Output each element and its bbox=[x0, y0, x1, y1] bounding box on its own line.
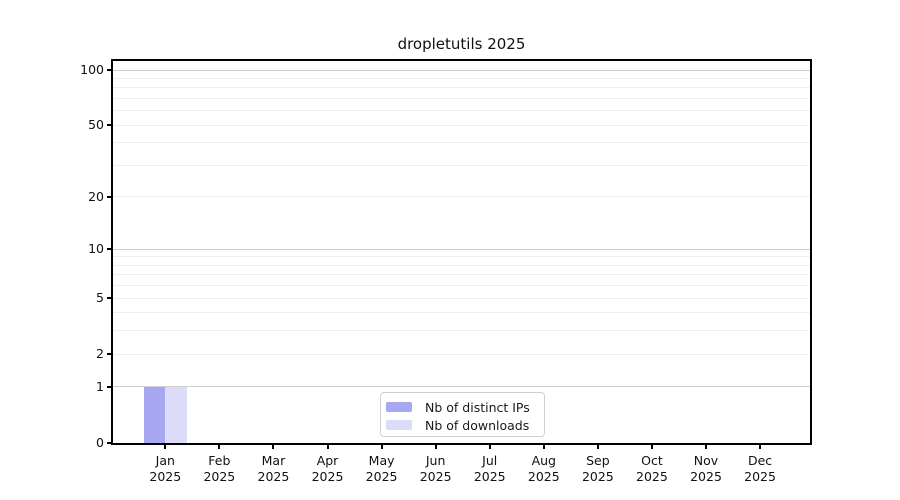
x-tick-label: Dec 2025 bbox=[744, 453, 776, 484]
minor-gridline bbox=[113, 142, 810, 144]
major-gridline bbox=[113, 386, 810, 388]
y-axis-tick bbox=[107, 124, 113, 127]
y-tick-label: 20 bbox=[88, 188, 104, 204]
y-axis-tick bbox=[107, 385, 113, 388]
legend-swatch-downloads bbox=[386, 420, 412, 430]
legend-entry-distinct-ips: Nb of distinct IPs bbox=[381, 398, 544, 416]
minor-gridline bbox=[113, 97, 810, 99]
y-tick-label: 5 bbox=[96, 290, 104, 306]
x-axis-tick bbox=[542, 443, 545, 449]
x-tick-label: Jul 2025 bbox=[473, 453, 506, 484]
y-axis-tick bbox=[107, 297, 113, 300]
y-tick-label: 10 bbox=[88, 241, 104, 257]
y-tick-label: 0 bbox=[96, 435, 104, 450]
x-tick-label: Nov 2025 bbox=[690, 453, 722, 484]
minor-gridline bbox=[113, 77, 810, 79]
y-axis-tick bbox=[107, 248, 113, 251]
y-axis-tick bbox=[107, 442, 113, 444]
x-tick-label: Apr 2025 bbox=[311, 453, 344, 484]
y-axis-tick bbox=[107, 69, 113, 71]
x-axis-tick bbox=[326, 443, 329, 449]
x-axis-tick bbox=[380, 443, 383, 449]
minor-gridline bbox=[113, 312, 810, 314]
x-axis-tick bbox=[164, 443, 167, 449]
minor-gridline bbox=[113, 353, 810, 355]
major-gridline bbox=[113, 248, 810, 250]
x-tick-label: Aug 2025 bbox=[527, 453, 560, 484]
minor-gridline bbox=[113, 124, 810, 126]
minor-gridline bbox=[113, 164, 810, 166]
legend-swatch-distinct-ips bbox=[386, 402, 412, 412]
legend: Nb of distinct IPs Nb of downloads bbox=[380, 392, 545, 437]
x-axis-tick bbox=[650, 443, 653, 449]
major-gridline bbox=[113, 69, 810, 71]
x-axis-tick bbox=[759, 443, 762, 449]
x-axis-tick bbox=[488, 443, 491, 449]
x-tick-label: Jan 2025 bbox=[149, 453, 182, 484]
y-axis-tick bbox=[107, 353, 113, 356]
bar-distinct-ips bbox=[143, 386, 166, 443]
x-axis-tick bbox=[218, 443, 221, 449]
x-axis-tick bbox=[272, 443, 275, 449]
plot-area: 0 1 2 5 10 20 50 100 Jan 2025 Feb 2025 Mar 2025 Apr 202… bbox=[80, 59, 812, 484]
minor-gridline bbox=[113, 330, 810, 332]
legend-entry-downloads: Nb of downloads bbox=[381, 416, 544, 434]
bar-downloads bbox=[165, 386, 187, 443]
minor-gridline bbox=[113, 196, 810, 198]
y-tick-label: 100 bbox=[80, 62, 104, 77]
minor-gridline bbox=[113, 274, 810, 276]
y-tick-label: 50 bbox=[88, 117, 104, 133]
minor-gridline bbox=[113, 297, 810, 299]
x-tick-label: Feb 2025 bbox=[203, 453, 236, 484]
x-axis-tick bbox=[596, 443, 599, 449]
x-tick-label: Mar 2025 bbox=[257, 453, 290, 484]
legend-label-downloads: Nb of downloads bbox=[425, 417, 530, 433]
y-tick-label: 2 bbox=[96, 346, 104, 362]
x-axis-tick bbox=[705, 443, 707, 449]
y-axis-tick bbox=[107, 195, 113, 198]
x-tick-label: Oct 2025 bbox=[636, 453, 668, 484]
x-tick-label: May 2025 bbox=[365, 453, 398, 484]
minor-gridline bbox=[113, 110, 810, 112]
minor-gridline bbox=[113, 264, 810, 266]
x-tick-label: Jun 2025 bbox=[419, 453, 452, 484]
legend-label-distinct-ips: Nb of distinct IPs bbox=[425, 399, 530, 415]
minor-gridline bbox=[113, 285, 810, 287]
y-tick-label: 1 bbox=[96, 378, 104, 394]
minor-gridline bbox=[113, 256, 810, 258]
chart-title: dropletutils 2025 bbox=[397, 35, 526, 53]
x-axis-tick bbox=[434, 443, 437, 449]
x-tick-label: Sep 2025 bbox=[581, 453, 614, 484]
minor-gridline bbox=[113, 87, 810, 89]
